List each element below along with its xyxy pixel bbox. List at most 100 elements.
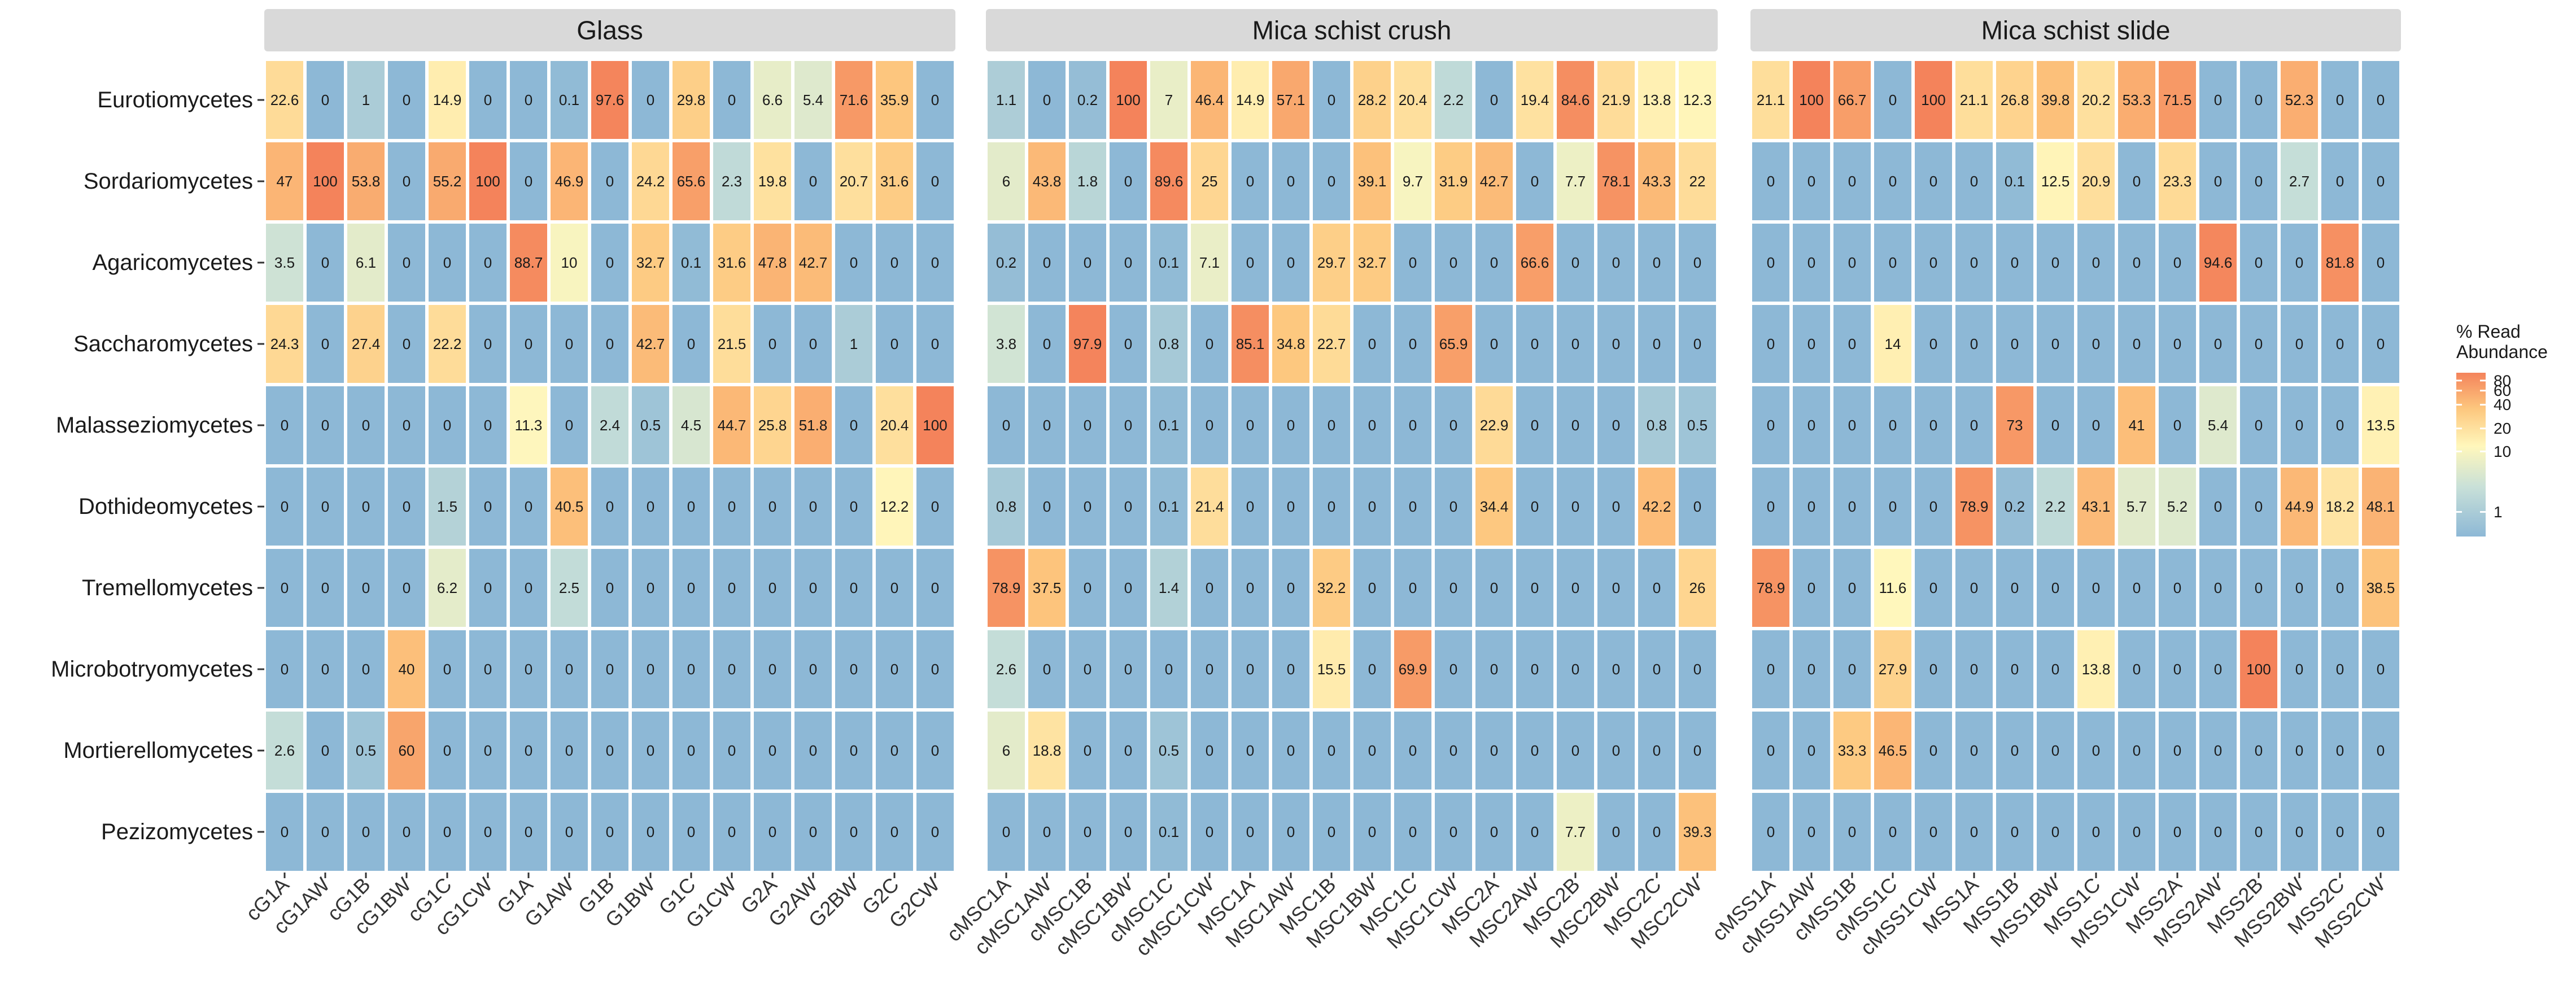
cell-value-label: 0	[1124, 254, 1132, 271]
cell-value-label: 5.7	[2127, 498, 2147, 515]
cell-value-label: 0	[1002, 823, 1010, 840]
cell-value-label: 0	[850, 823, 858, 840]
heatmap-cell	[2155, 790, 2199, 874]
cell-value-label: 39.3	[1683, 823, 1712, 840]
heatmap-cell	[263, 790, 307, 874]
heatmap-cell	[2318, 139, 2362, 224]
heatmap-cell	[2237, 220, 2281, 305]
heatmap-cell	[344, 708, 388, 793]
row-label: Microbotryomycetes	[51, 657, 253, 682]
heatmap-cell	[913, 220, 957, 305]
cell-value-label: 0	[1449, 823, 1457, 840]
cell-value-label: 0	[2295, 742, 2303, 759]
heatmap-cell	[628, 464, 673, 549]
cell-value-label: 0	[1043, 498, 1051, 515]
cell-value-label: 0	[1490, 254, 1498, 271]
cell-value-label: 0	[2336, 417, 2344, 434]
heatmap-cell	[588, 58, 632, 142]
heatmap-cell	[385, 464, 429, 549]
cell-value-label: 0	[1612, 335, 1620, 352]
heatmap-cell	[710, 627, 754, 712]
cell-value-label: 46.9	[555, 173, 584, 190]
cell-value-label: 0	[1002, 417, 1010, 434]
cell-value-label: 0	[1531, 417, 1539, 434]
cell-value-label: 0	[321, 742, 329, 759]
cell-value-label: 0	[2173, 742, 2181, 759]
heatmap-cell	[1106, 627, 1150, 712]
heatmap-cell	[2074, 302, 2118, 386]
cell-value-label: 39.8	[2041, 91, 2070, 108]
cell-value-label: 0	[281, 823, 289, 840]
heatmap-cell	[1675, 58, 1719, 142]
cell-value-label: 0	[2092, 742, 2100, 759]
cell-value-label: 7.7	[1565, 823, 1586, 840]
cell-value-label: 0	[1848, 661, 1856, 678]
cell-value-label: 0	[606, 661, 614, 678]
cell-value-label: 0	[1287, 742, 1295, 759]
cell-value-label: 0	[2133, 254, 2141, 271]
cell-value-label: 97.6	[596, 91, 625, 108]
cell-value-label: 0	[403, 254, 411, 271]
cell-value-label: 0	[1807, 417, 1815, 434]
heatmap-cell	[1594, 302, 1638, 386]
cell-value-label: 0	[2173, 661, 2181, 678]
cell-value-label: 0	[2173, 579, 2181, 596]
cell-value-label: 0	[809, 661, 817, 678]
cell-value-label: 14.9	[1236, 91, 1265, 108]
cell-value-label: 0	[2214, 498, 2222, 515]
row-label: Agaricomycetes	[92, 250, 253, 275]
cell-value-label: 0	[525, 498, 532, 515]
cell-value-label: 0	[728, 91, 736, 108]
heatmap-cell	[1553, 302, 1597, 386]
cell-value-label: 66.7	[1838, 91, 1867, 108]
cell-value-label: 0	[403, 579, 411, 596]
heatmap-cell	[1269, 302, 1313, 386]
cell-value-label: 0	[1449, 254, 1457, 271]
cell-value-label: 0	[931, 335, 939, 352]
cell-value-label: 97.9	[1073, 335, 1102, 352]
cell-value-label: 0	[362, 579, 370, 596]
cell-value-label: 5.2	[2167, 498, 2188, 515]
cell-value-label: 12.5	[2041, 173, 2070, 190]
cell-value-label: 0	[1612, 823, 1620, 840]
cell-value-label: 1.4	[1159, 579, 1179, 596]
cell-value-label: 0	[1084, 254, 1091, 271]
cell-value-label: 89.6	[1155, 173, 1184, 190]
cell-value-label: 0	[769, 823, 776, 840]
heatmap-cell	[1911, 464, 1955, 549]
legend-tick-label: 60	[2494, 382, 2511, 399]
cell-value-label: 100	[2246, 661, 2271, 678]
cell-value-label: 0	[565, 661, 573, 678]
heatmap-cell	[2359, 464, 2403, 549]
cell-value-label: 0	[809, 498, 817, 515]
row-labels: Eurotiomycetes Sordariomycetes Agaricomyce…	[51, 88, 264, 844]
row-label: Malasseziomycetes	[56, 413, 253, 438]
cell-value-label: 0	[1409, 823, 1417, 840]
cell-value-label: 6.1	[356, 254, 376, 271]
cell-value-label: 25	[1202, 173, 1218, 190]
heatmap-cell	[1911, 708, 1955, 793]
cell-value-label: 0	[281, 498, 289, 515]
cell-value-label: 0	[2051, 823, 2059, 840]
heatmap-cell	[2277, 464, 2321, 549]
heatmap-cell	[1675, 708, 1719, 793]
cell-value-label: 0	[2336, 661, 2344, 678]
cell-value-label: 0	[1368, 335, 1376, 352]
heatmap-cell	[507, 139, 551, 224]
heatmap-cell	[913, 464, 957, 549]
cell-value-label: 7.7	[1565, 173, 1586, 190]
heatmap-cell	[832, 58, 876, 142]
heatmap-cell	[1594, 383, 1638, 468]
cell-value-label: 71.5	[2163, 91, 2192, 108]
cell-value-label: 0	[1693, 661, 1701, 678]
cell-value-label: 0	[1970, 417, 1978, 434]
row-label: Pezizomycetes	[101, 819, 253, 844]
cell-value-label: 60	[399, 742, 415, 759]
cell-value-label: 0	[1043, 823, 1051, 840]
cell-value-label: 0	[1807, 173, 1815, 190]
heatmap-cell	[547, 139, 591, 224]
cell-value-label: 0	[1929, 254, 1937, 271]
cell-value-label: 0	[1889, 91, 1897, 108]
cell-value-label: 0	[2011, 254, 2019, 271]
cell-value-label: 22.7	[1317, 335, 1346, 352]
